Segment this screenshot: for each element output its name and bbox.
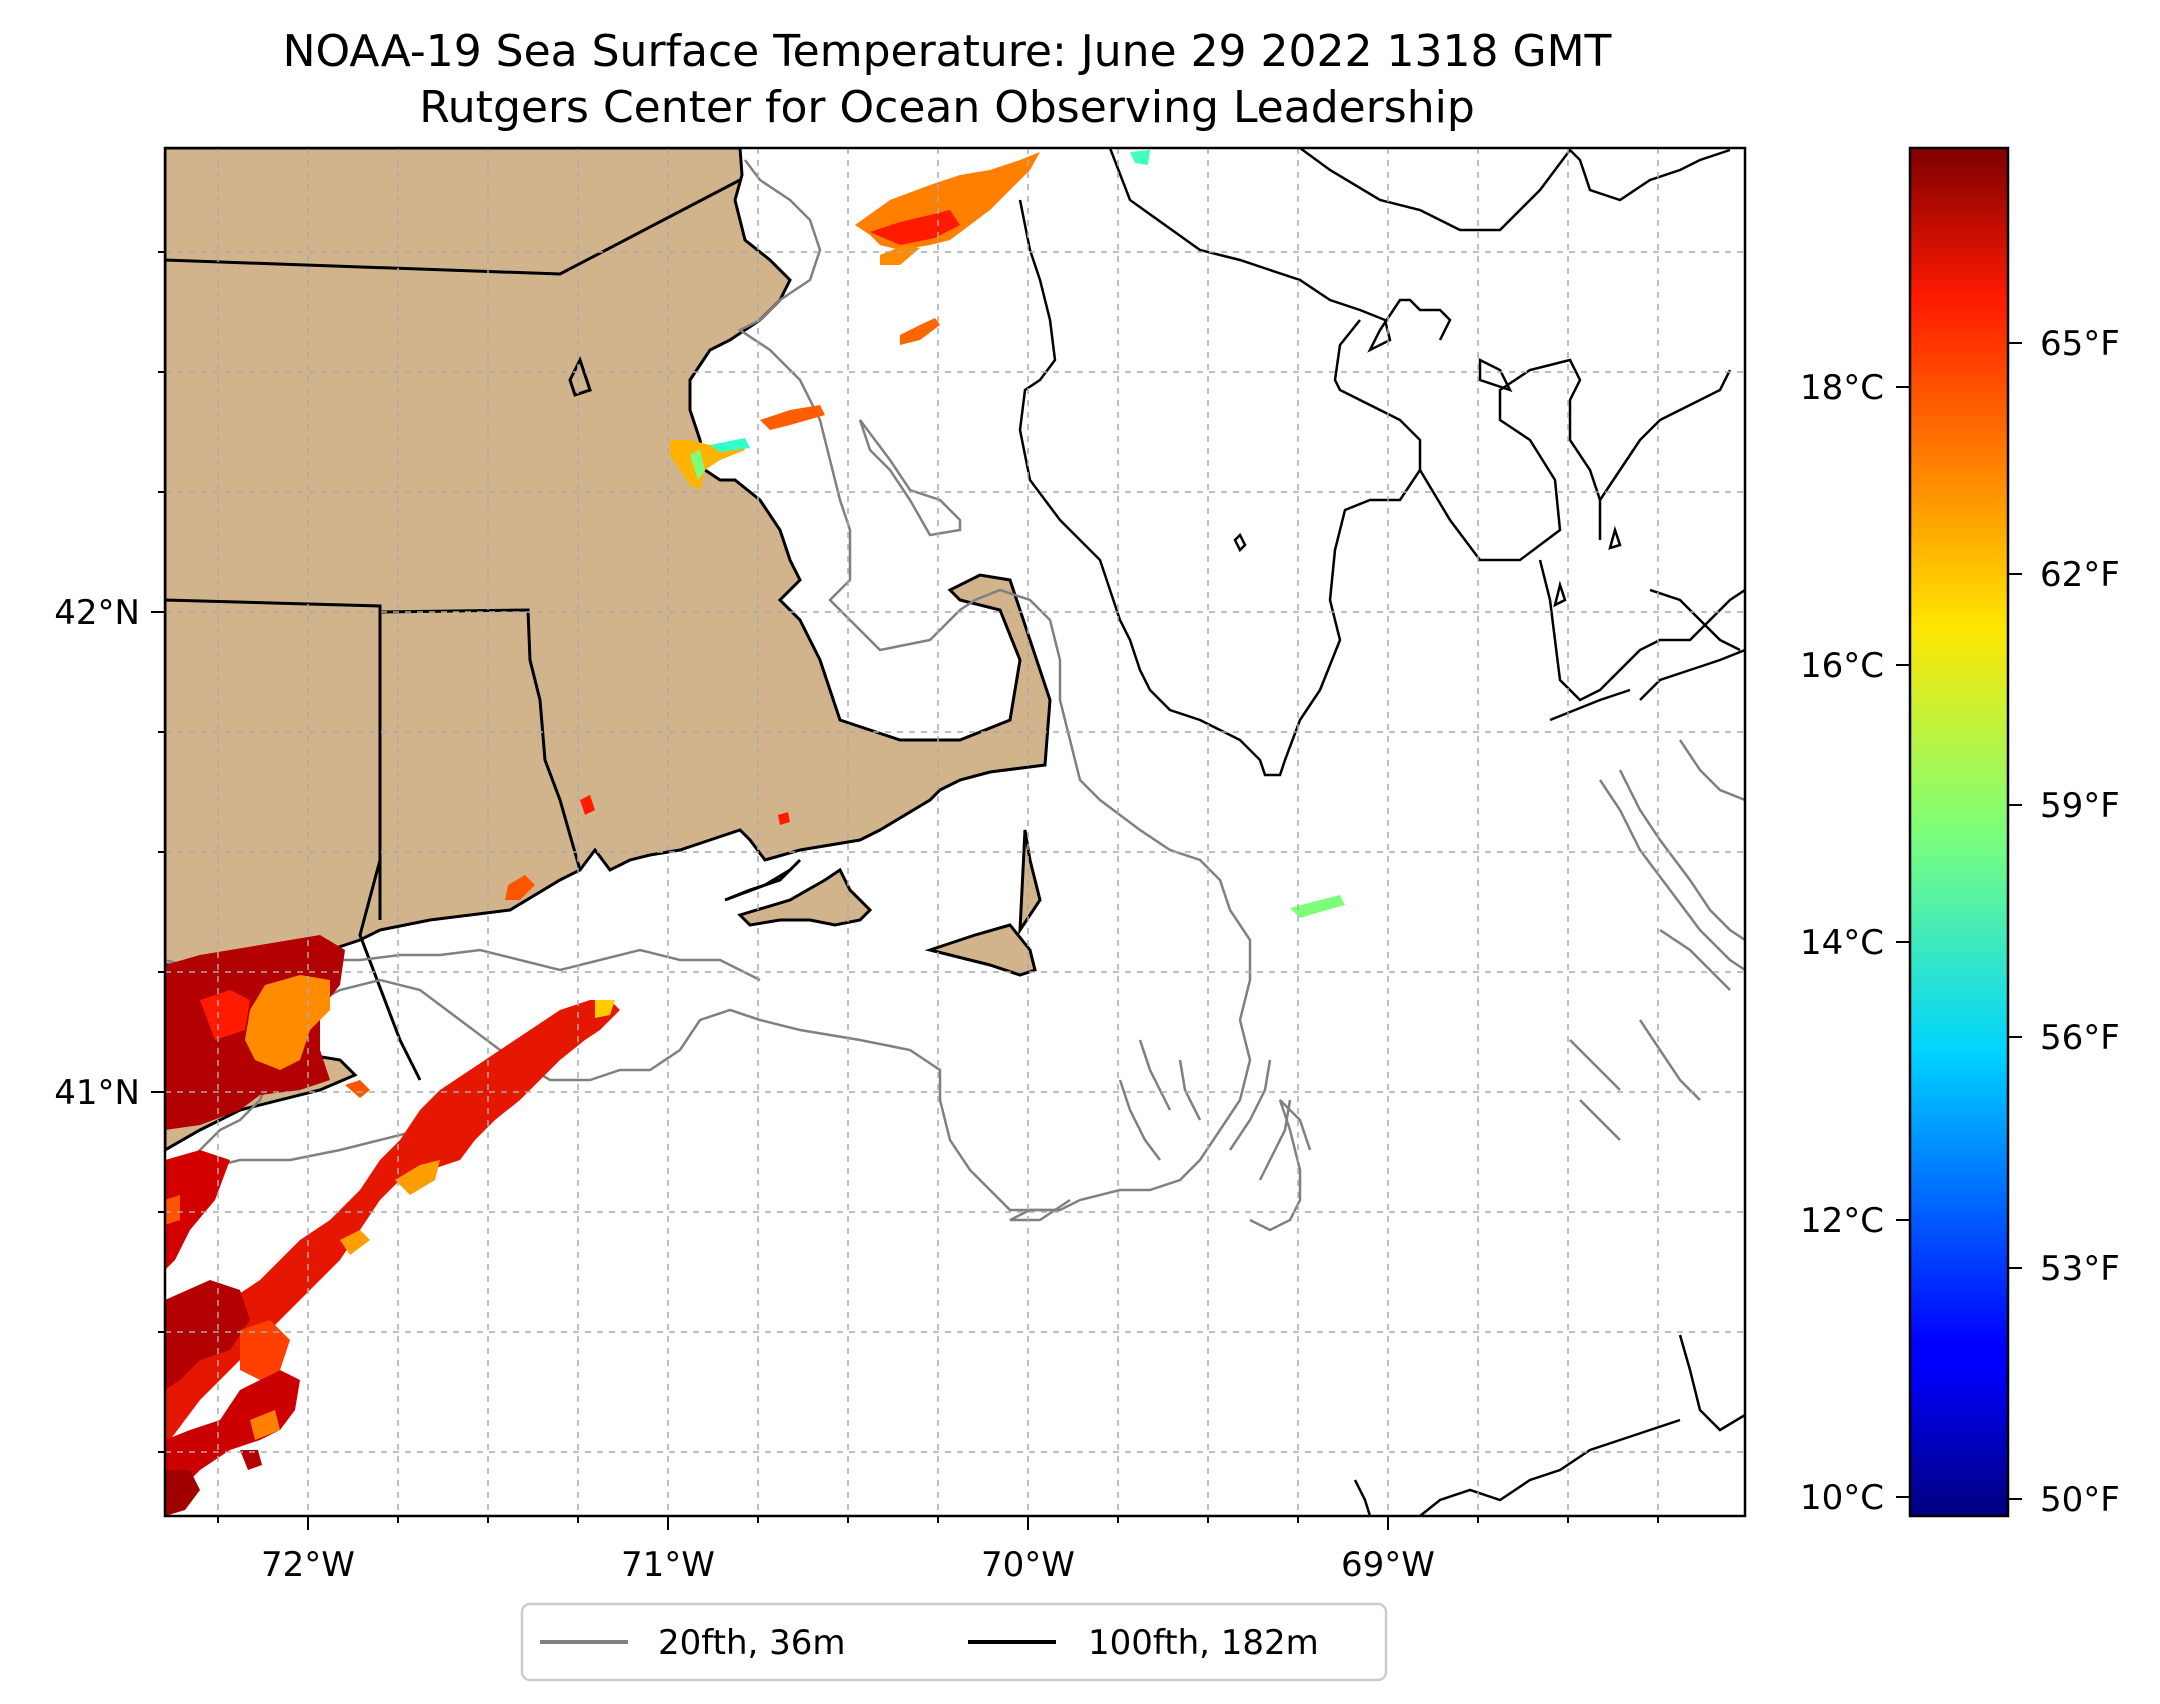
title-line-2: Rutgers Center for Ocean Observing Leade… [419,82,1475,133]
sst-data-patches [165,150,1345,1516]
legend: 20fth, 36m 100fth, 182m [520,1602,1388,1682]
bathymetry-100fth [1018,148,1745,1516]
map-frame [163,146,1747,1518]
lon-label-72w: 72°W [261,1545,355,1585]
colorbar-label-59f: 59°F [2040,786,2120,826]
colorbar-celsius-ticks [1896,386,1910,1498]
colorbar-label-18c: 18°C [1800,368,1884,408]
colorbar-label-53f: 53°F [2040,1249,2120,1289]
legend-box [520,1602,1388,1682]
colorbar-label-14c: 14°C [1800,923,1884,963]
title-line-1: NOAA-19 Sea Surface Temperature: June 29… [283,26,1612,77]
legend-label-20fth: 20fth, 36m [658,1623,846,1663]
map-panel [165,148,1745,1516]
colorbar-label-62f: 62°F [2040,555,2120,595]
lat-label-42n: 42°N [54,593,140,633]
colorbar-label-65f: 65°F [2040,324,2120,364]
graticule [165,148,1745,1516]
colorbar-label-12c: 12°C [1800,1201,1884,1241]
state-borders [165,178,741,1081]
lon-label-70w: 70°W [981,1545,1075,1585]
colorbar-fahrenheit-ticks [2008,342,2022,1500]
colorbar [1908,146,2010,1518]
lon-label-71w: 71°W [621,1545,715,1585]
y-ticks [151,251,165,1453]
legend-label-100fth: 100fth, 182m [1088,1623,1319,1663]
colorbar-label-50f: 50°F [2040,1480,2120,1520]
colorbar-label-56f: 56°F [2040,1018,2120,1058]
lat-label-41n: 41°N [54,1073,140,1113]
colorbar-label-10c: 10°C [1800,1478,1884,1518]
colorbar-label-16c: 16°C [1800,646,1884,686]
x-ticks [217,1516,1659,1530]
lon-label-69w: 69°W [1341,1545,1435,1585]
